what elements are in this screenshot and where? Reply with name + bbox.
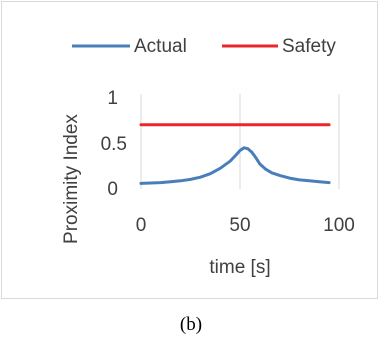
x-tick-label-100: 100 (323, 215, 355, 236)
x-tick-label-50: 50 (229, 215, 250, 236)
chart-frame: Actual Safety 1 0.5 0 0 50 100 time [s] … (1, 1, 378, 299)
legend-label-safety: Safety (282, 36, 336, 57)
y-tick-label-1: 1 (107, 88, 118, 109)
x-tick-label-0: 0 (136, 215, 147, 236)
y-tick-label-0: 0 (107, 179, 118, 200)
series-line-actual (139, 146, 331, 185)
y-axis-label: Proximity Index (61, 114, 82, 244)
series-layer (139, 123, 331, 185)
figure-caption: (b) (179, 314, 203, 335)
gridlines (140, 94, 340, 189)
legend-label-actual: Actual (134, 36, 187, 57)
legend: Actual Safety (72, 36, 336, 57)
proximity-chart: Actual Safety 1 0.5 0 0 50 100 time [s] … (61, 36, 355, 278)
y-tick-label-0.5: 0.5 (101, 134, 127, 155)
x-axis-label: time [s] (209, 257, 270, 278)
